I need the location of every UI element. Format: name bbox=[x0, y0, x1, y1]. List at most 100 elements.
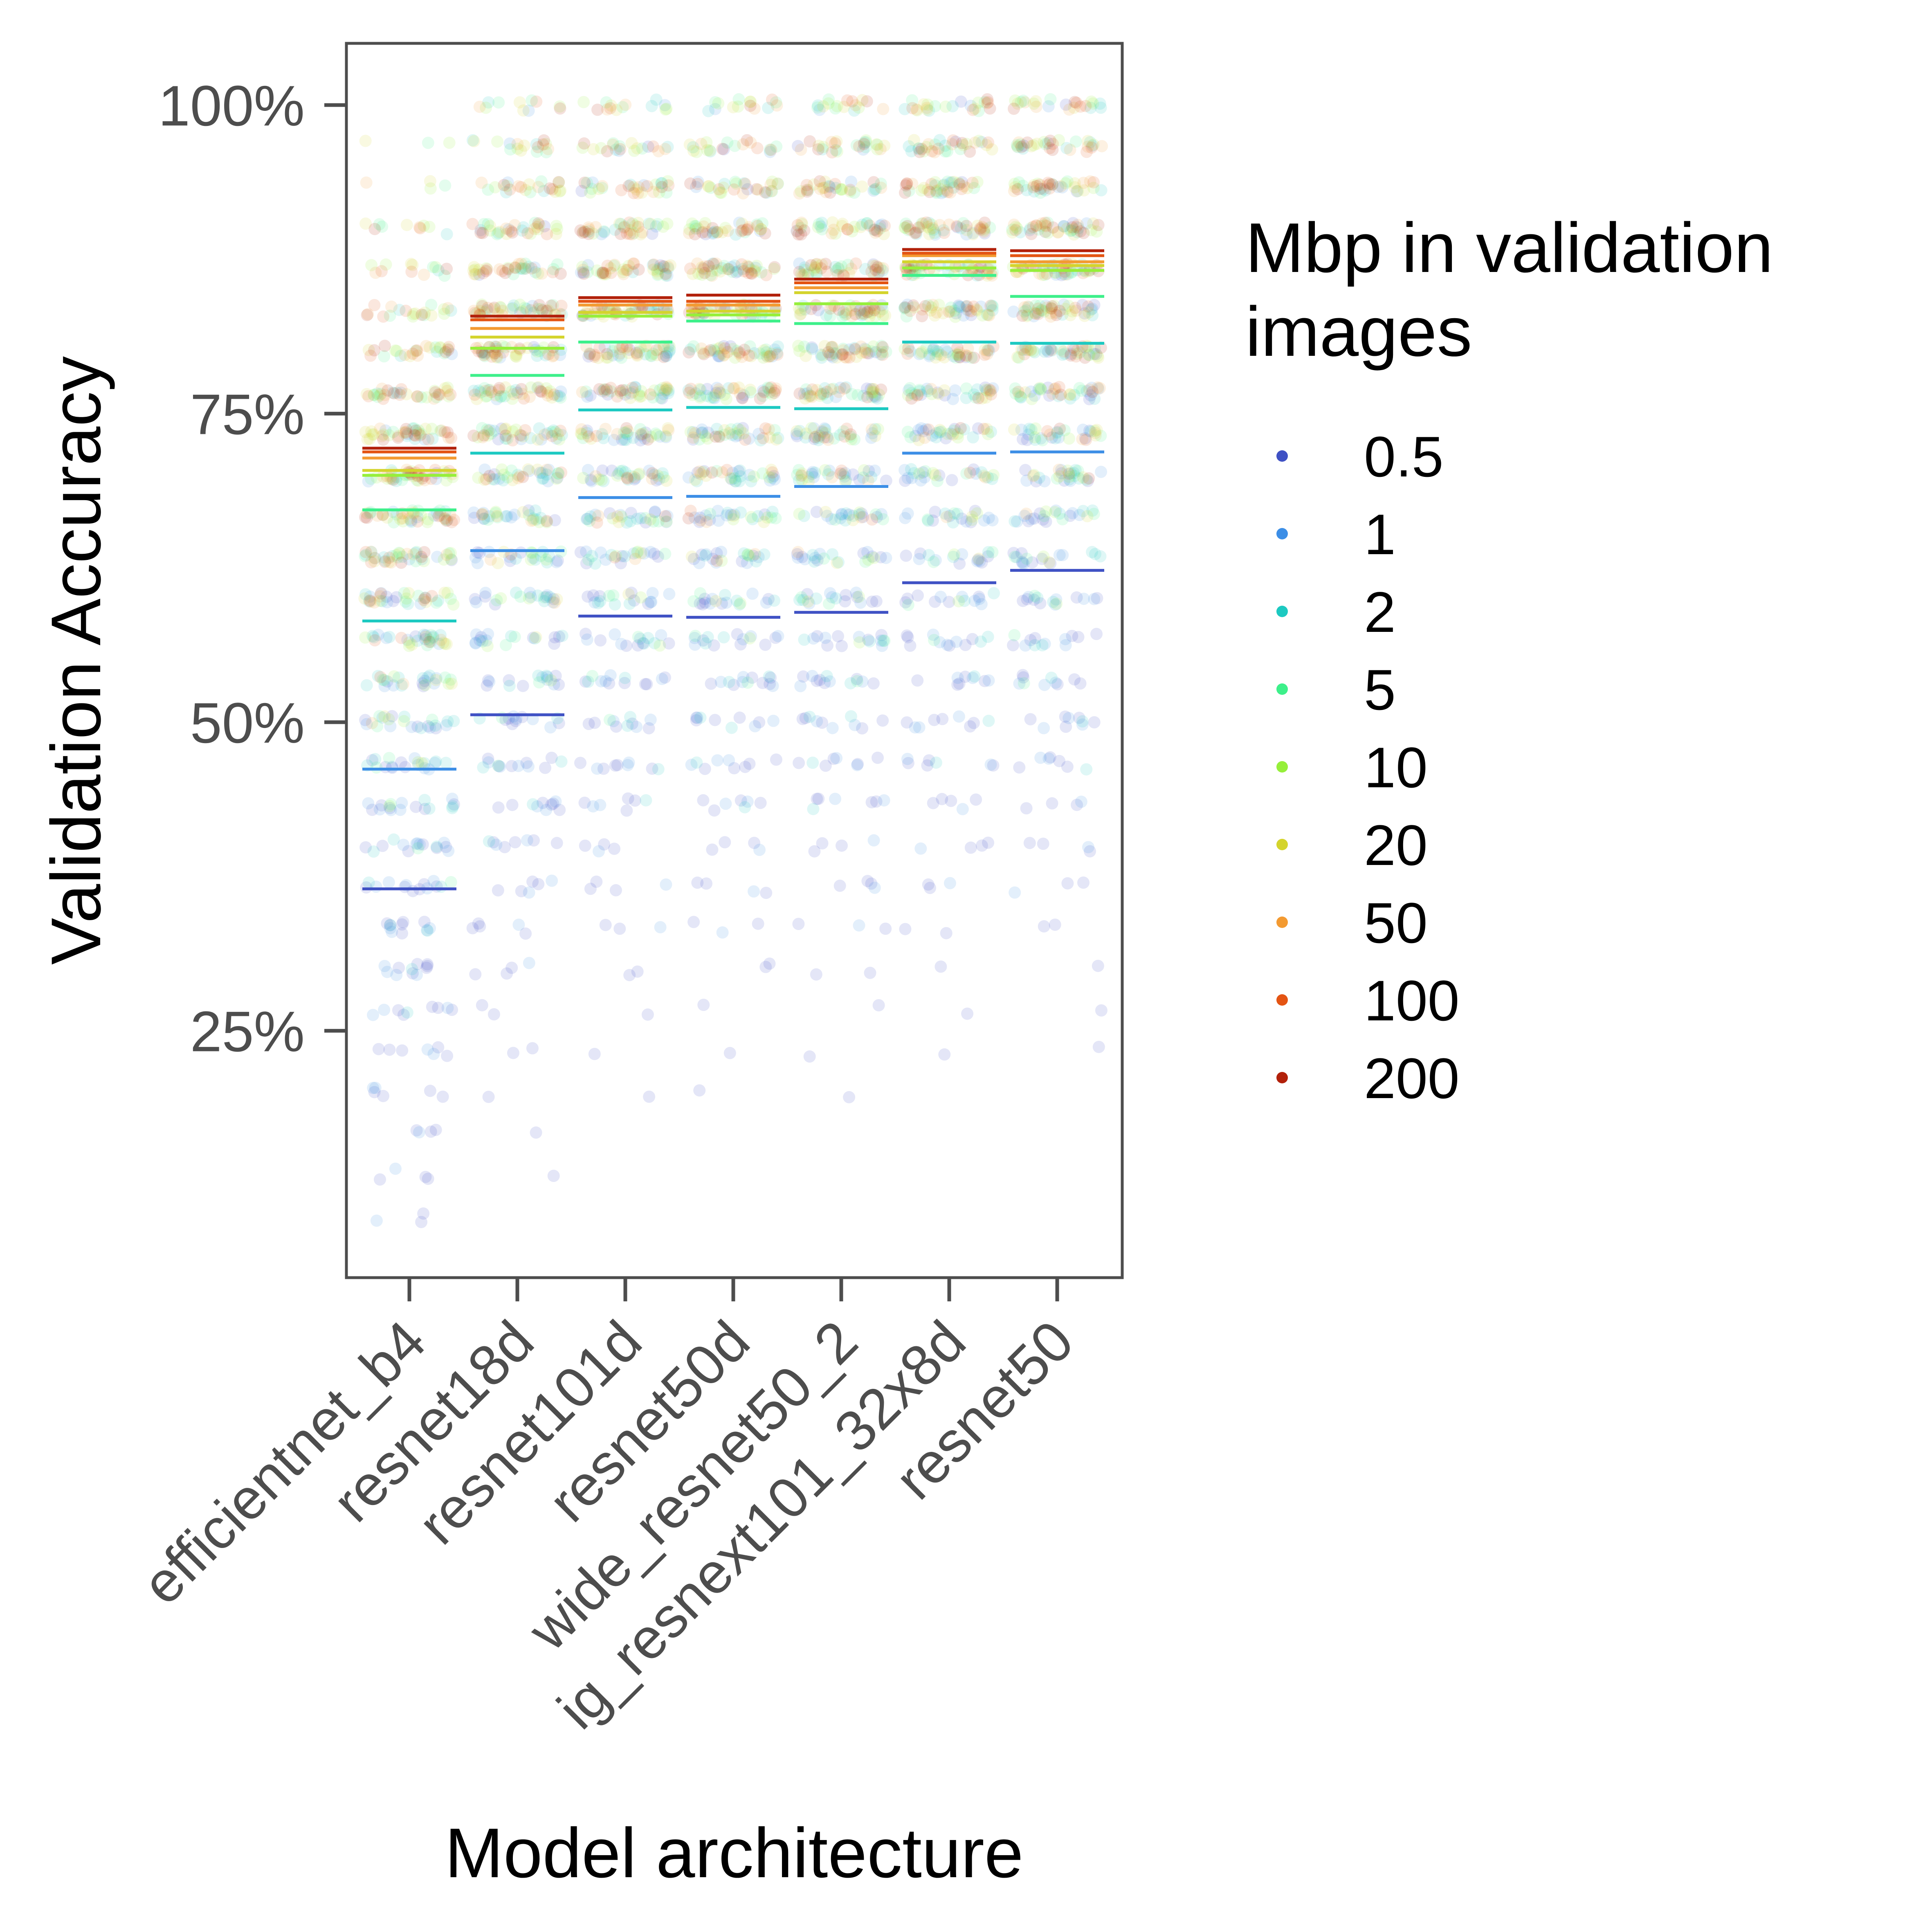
data-point bbox=[376, 711, 389, 724]
data-point bbox=[479, 348, 491, 360]
data-point bbox=[803, 390, 815, 403]
data-point bbox=[650, 474, 663, 487]
data-point bbox=[1040, 299, 1052, 312]
data-point bbox=[1013, 761, 1026, 774]
data-point bbox=[799, 712, 812, 724]
data-point bbox=[442, 344, 454, 356]
data-point bbox=[861, 391, 874, 404]
data-point bbox=[954, 422, 967, 434]
data-point bbox=[899, 343, 911, 355]
data-point bbox=[829, 144, 842, 157]
data-point bbox=[658, 350, 670, 363]
data-point bbox=[811, 554, 824, 566]
data-point bbox=[734, 506, 747, 519]
data-point bbox=[863, 219, 876, 232]
data-point bbox=[535, 550, 547, 562]
data-point bbox=[898, 302, 911, 315]
data-point bbox=[838, 470, 851, 483]
data-point bbox=[553, 390, 566, 402]
data-point bbox=[970, 303, 983, 316]
data-point bbox=[792, 551, 804, 564]
data-point bbox=[819, 423, 832, 436]
data-point bbox=[1092, 351, 1105, 364]
data-point bbox=[362, 308, 374, 321]
data-point bbox=[661, 141, 674, 153]
data-point bbox=[1011, 515, 1023, 528]
data-point bbox=[1086, 504, 1099, 517]
data-point bbox=[418, 674, 431, 687]
data-point bbox=[553, 176, 565, 189]
data-point bbox=[415, 722, 427, 735]
data-point bbox=[629, 794, 641, 807]
data-point bbox=[744, 632, 756, 645]
data-point bbox=[1068, 228, 1080, 241]
data-point bbox=[589, 717, 601, 729]
data-point bbox=[922, 878, 935, 891]
data-point bbox=[397, 838, 410, 851]
data-point bbox=[378, 1004, 391, 1016]
data-point bbox=[438, 308, 451, 320]
data-point bbox=[799, 431, 812, 444]
data-point bbox=[499, 429, 512, 442]
data-point bbox=[1016, 556, 1029, 568]
data-point bbox=[500, 227, 513, 240]
data-point bbox=[809, 552, 822, 564]
data-point bbox=[691, 466, 704, 479]
data-point bbox=[1028, 307, 1041, 319]
data-point bbox=[938, 1048, 951, 1061]
data-point bbox=[703, 514, 716, 526]
data-point bbox=[369, 267, 382, 279]
data-point bbox=[705, 391, 717, 404]
data-point bbox=[621, 264, 634, 276]
data-point bbox=[482, 628, 494, 640]
data-point bbox=[647, 263, 660, 276]
data-point bbox=[1044, 751, 1056, 764]
data-point bbox=[485, 386, 498, 398]
data-point bbox=[699, 430, 711, 443]
data-point bbox=[415, 428, 427, 440]
data-point bbox=[385, 300, 398, 313]
data-point bbox=[927, 344, 939, 357]
data-point bbox=[600, 383, 613, 396]
data-point bbox=[968, 670, 981, 683]
data-point bbox=[746, 267, 758, 280]
data-point bbox=[748, 102, 761, 115]
data-point bbox=[752, 917, 764, 930]
data-point bbox=[1066, 305, 1078, 318]
data-point bbox=[837, 468, 849, 481]
data-point bbox=[426, 432, 439, 445]
data-point bbox=[659, 267, 672, 280]
data-point bbox=[910, 228, 923, 240]
data-point bbox=[432, 510, 445, 522]
data-point bbox=[634, 591, 647, 604]
data-point bbox=[824, 383, 837, 396]
data-point bbox=[1061, 877, 1074, 890]
data-point bbox=[1024, 634, 1037, 647]
data-point bbox=[727, 101, 739, 114]
data-point bbox=[721, 225, 734, 237]
data-point bbox=[395, 756, 407, 769]
data-point bbox=[626, 382, 639, 394]
data-point bbox=[821, 639, 833, 652]
data-point bbox=[635, 512, 647, 524]
data-point bbox=[418, 794, 431, 806]
data-point bbox=[438, 553, 450, 566]
data-point bbox=[361, 309, 373, 321]
data-point bbox=[360, 176, 373, 189]
data-point bbox=[690, 220, 702, 233]
data-point bbox=[634, 390, 646, 403]
data-point bbox=[384, 798, 397, 811]
data-point bbox=[604, 262, 617, 274]
data-point bbox=[448, 798, 460, 811]
data-point bbox=[759, 961, 772, 973]
data-point bbox=[976, 220, 988, 233]
data-point bbox=[425, 636, 438, 648]
data-point bbox=[359, 631, 372, 644]
data-point bbox=[876, 218, 888, 231]
data-point bbox=[960, 224, 973, 236]
data-point bbox=[899, 103, 911, 115]
data-point bbox=[737, 633, 749, 646]
data-point bbox=[940, 927, 953, 939]
data-point bbox=[1016, 433, 1029, 445]
data-point bbox=[509, 261, 521, 274]
